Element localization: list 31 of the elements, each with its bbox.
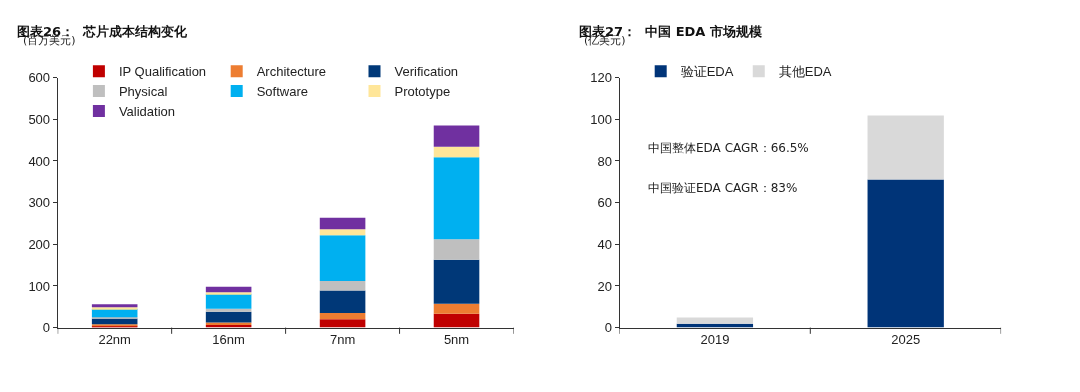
y-tick-label: 60	[597, 195, 612, 211]
x-tick-label: 5nm	[443, 332, 470, 348]
y-tick-label: 0	[42, 320, 51, 336]
legend-label: Verification	[394, 64, 459, 80]
legend-label: 验证EDA	[680, 64, 734, 80]
legend-label: IP Qualification	[118, 64, 207, 80]
annotation: 中国整体EDA CAGR：66.5%	[648, 141, 809, 155]
x-tick-label: 2019	[700, 332, 730, 348]
x-tick-label: 2025	[891, 332, 921, 348]
y-tick-label: 100	[28, 278, 51, 294]
x-tick-label: 16nm	[212, 332, 245, 348]
y-tick-label: 100	[590, 111, 612, 127]
legend-label: Prototype	[394, 84, 451, 100]
legend-label: 其他EDA	[778, 64, 832, 80]
y-tick-label: 600	[28, 70, 51, 86]
y-tick-label: 0	[604, 320, 612, 336]
y-tick-label: 500	[28, 111, 51, 127]
x-tick-label: 7nm	[329, 332, 356, 348]
y-tick-label: 80	[597, 153, 612, 169]
y-tick-label: 20	[597, 278, 612, 294]
annotation: 中国验证EDA CAGR：83%	[648, 181, 798, 195]
legend-label: Architecture	[256, 64, 327, 80]
y-tick-label: 300	[28, 195, 51, 211]
y-tick-label: 40	[597, 236, 612, 252]
legend-label: Physical	[118, 84, 168, 100]
legend-label: Validation	[118, 104, 176, 120]
legend-label: Software	[256, 84, 309, 100]
y-tick-label: 120	[590, 70, 612, 86]
y-tick-label: 200	[28, 236, 51, 252]
x-tick-label: 22nm	[98, 332, 131, 348]
y-tick-label: 400	[28, 153, 51, 169]
